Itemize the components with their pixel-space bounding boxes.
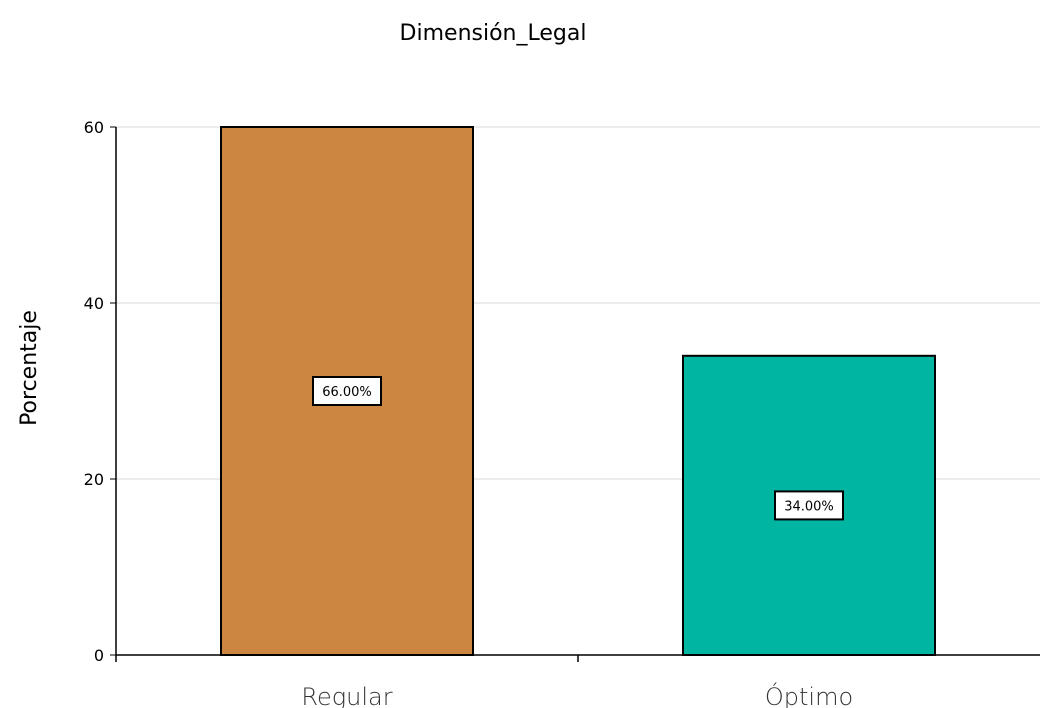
data-labels: 66.00% 34.00% — [312, 376, 844, 521]
data-label-box — [312, 376, 382, 406]
y-tick-labels: 0 20 40 60 — [84, 118, 104, 665]
y-axis-label: Porcentaje — [17, 310, 42, 426]
x-tick-label: Óptimo — [765, 681, 853, 708]
x-tick-label: Regular — [301, 683, 392, 708]
y-tick-label: 20 — [84, 470, 104, 489]
chart-title: Dimensión_Legal — [400, 21, 587, 46]
y-tick-label: 40 — [84, 294, 104, 313]
data-label: 66.00% — [322, 385, 372, 400]
y-tick-label: 60 — [84, 118, 104, 137]
axes — [115, 127, 1040, 662]
x-tick-labels: Regular Óptimo — [301, 681, 853, 708]
data-label-box — [774, 490, 844, 521]
data-label: 34.00% — [784, 499, 834, 514]
y-tick-label: 0 — [94, 646, 104, 665]
